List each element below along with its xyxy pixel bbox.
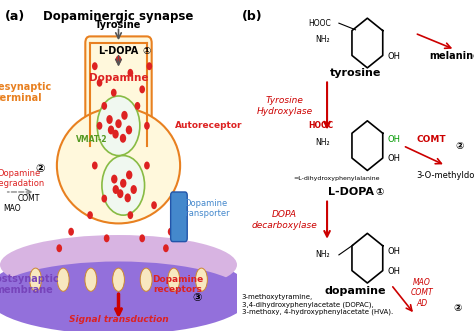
Text: 3-methoxytyramine,
3,4-dihydroxyphenylacetate (DOPAC),
3-methoxy, 4-hydroxypheny: 3-methoxytyramine, 3,4-dihydroxyphenylac… — [242, 294, 393, 315]
Ellipse shape — [0, 261, 249, 331]
Circle shape — [120, 179, 127, 188]
Circle shape — [128, 211, 133, 219]
Text: OH: OH — [387, 52, 401, 61]
FancyBboxPatch shape — [85, 36, 152, 156]
Text: L-DOPA: L-DOPA — [328, 187, 374, 197]
Circle shape — [126, 125, 132, 134]
Circle shape — [151, 201, 157, 209]
Text: MAO: MAO — [3, 204, 21, 213]
Text: =L-dihydroxyphenylalanine: =L-dihydroxyphenylalanine — [293, 176, 380, 181]
Text: ③: ③ — [192, 293, 201, 303]
Text: Tyrosine
Hydroxylase: Tyrosine Hydroxylase — [256, 96, 312, 116]
Circle shape — [87, 211, 93, 219]
Text: HOOC: HOOC — [308, 19, 331, 28]
Text: OH: OH — [387, 154, 401, 164]
Text: ②: ② — [36, 164, 45, 174]
Text: Signal transduction: Signal transduction — [69, 315, 168, 324]
Text: Autoreceptor: Autoreceptor — [175, 121, 242, 130]
Circle shape — [168, 228, 173, 236]
Circle shape — [144, 122, 150, 130]
Text: Dopamine
degradation: Dopamine degradation — [0, 169, 45, 188]
Text: (a): (a) — [5, 10, 25, 23]
FancyBboxPatch shape — [0, 232, 237, 271]
Ellipse shape — [140, 268, 152, 291]
Text: COMT: COMT — [17, 194, 40, 203]
Circle shape — [120, 134, 126, 143]
Circle shape — [130, 185, 137, 194]
Circle shape — [92, 162, 98, 169]
Text: COMT: COMT — [417, 134, 446, 144]
Text: melanine: melanine — [429, 51, 474, 61]
Circle shape — [146, 62, 152, 70]
Circle shape — [117, 189, 123, 198]
Text: Dopamine
receptors: Dopamine receptors — [152, 275, 203, 294]
Ellipse shape — [0, 235, 237, 295]
Circle shape — [68, 228, 74, 236]
Circle shape — [121, 111, 128, 120]
Ellipse shape — [57, 108, 180, 223]
Circle shape — [128, 69, 133, 77]
Text: ②: ② — [453, 303, 462, 313]
Circle shape — [56, 244, 62, 252]
Circle shape — [113, 185, 119, 194]
Text: NH₂: NH₂ — [315, 250, 330, 260]
Circle shape — [111, 175, 118, 184]
Circle shape — [106, 115, 113, 124]
Text: HOOC: HOOC — [308, 121, 333, 130]
Text: Presynaptic
terminal: Presynaptic terminal — [0, 82, 52, 104]
Text: Dopaminergic synapse: Dopaminergic synapse — [43, 10, 194, 23]
Text: OH: OH — [387, 134, 401, 144]
Ellipse shape — [0, 250, 249, 331]
Circle shape — [163, 244, 169, 252]
Ellipse shape — [85, 268, 97, 291]
Text: OH: OH — [387, 247, 401, 256]
Circle shape — [102, 156, 145, 215]
Text: (b): (b) — [242, 10, 263, 23]
Text: ①: ① — [375, 187, 383, 197]
Text: ①: ① — [142, 46, 150, 56]
Circle shape — [125, 193, 131, 202]
Circle shape — [135, 102, 140, 110]
Circle shape — [97, 122, 102, 130]
Text: 3-O-methyldopa: 3-O-methyldopa — [416, 171, 474, 180]
Circle shape — [92, 62, 98, 70]
Ellipse shape — [57, 268, 69, 291]
Circle shape — [139, 85, 145, 93]
Text: NH₂: NH₂ — [315, 35, 330, 44]
Text: Dopamine: Dopamine — [89, 73, 148, 83]
Circle shape — [144, 162, 150, 169]
Text: Postsynaptic
membrane: Postsynaptic membrane — [0, 274, 59, 296]
Circle shape — [108, 125, 114, 134]
Text: DOPA
decarboxylase: DOPA decarboxylase — [252, 211, 317, 230]
Text: Tyrosine: Tyrosine — [95, 20, 142, 30]
Circle shape — [139, 234, 145, 242]
Ellipse shape — [168, 268, 180, 291]
FancyBboxPatch shape — [171, 192, 187, 242]
Text: VMAT-2: VMAT-2 — [76, 135, 107, 144]
Circle shape — [104, 234, 109, 242]
Text: ②: ② — [456, 141, 464, 151]
Ellipse shape — [29, 268, 41, 291]
Text: dopamine: dopamine — [325, 286, 386, 296]
Text: tyrosine: tyrosine — [330, 68, 381, 78]
Circle shape — [115, 119, 122, 128]
Circle shape — [112, 130, 118, 139]
Circle shape — [101, 102, 107, 110]
Circle shape — [116, 56, 121, 64]
Text: L-DOPA: L-DOPA — [99, 46, 138, 56]
FancyBboxPatch shape — [92, 126, 145, 159]
Text: NH₂: NH₂ — [315, 138, 330, 147]
Ellipse shape — [195, 268, 207, 291]
Text: OH: OH — [387, 267, 401, 276]
Circle shape — [97, 79, 102, 87]
Circle shape — [101, 195, 107, 203]
Circle shape — [111, 89, 117, 97]
Circle shape — [126, 170, 132, 179]
Text: MAO
COMT
AD: MAO COMT AD — [410, 278, 433, 308]
Text: Dopamine
transporter: Dopamine transporter — [182, 199, 230, 218]
Circle shape — [97, 96, 140, 156]
Ellipse shape — [113, 268, 124, 291]
